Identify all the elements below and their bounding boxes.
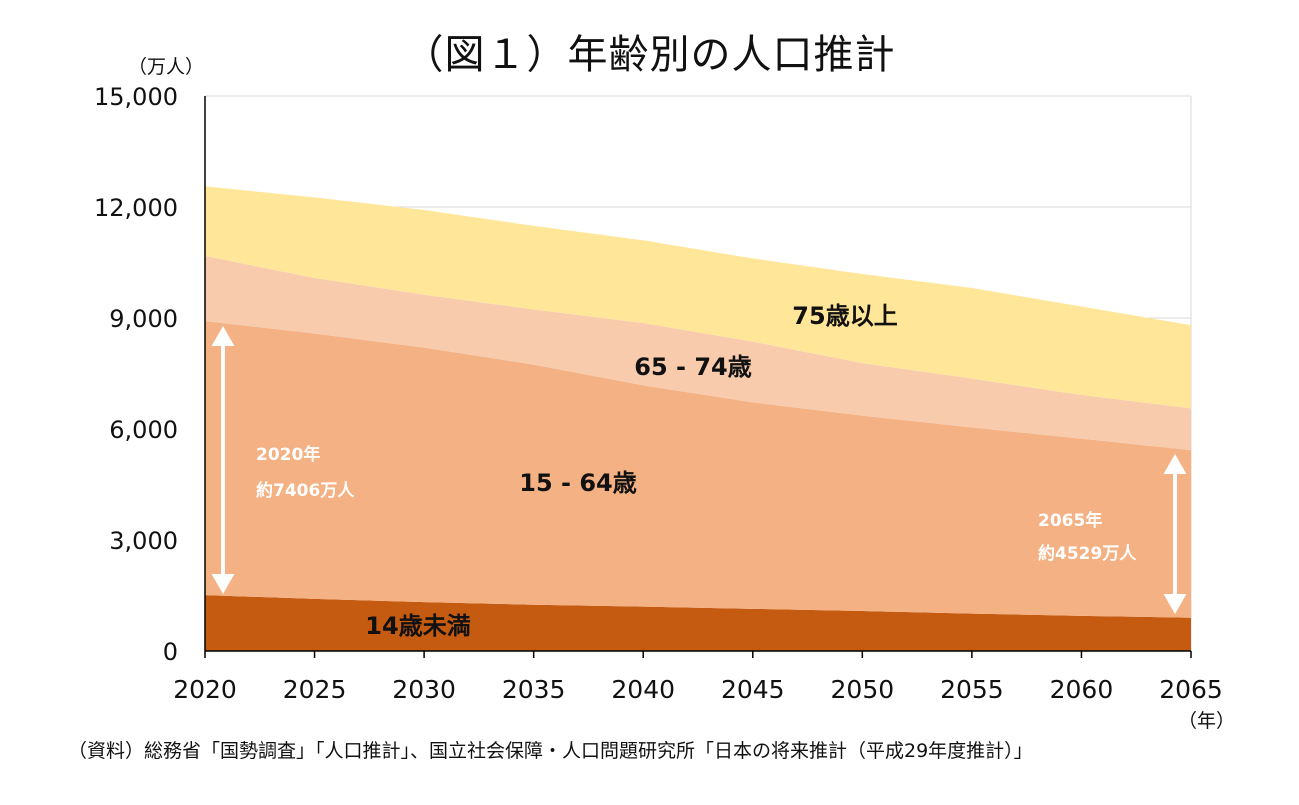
y-tick-label: 0 <box>163 638 178 666</box>
arrow-2020 <box>211 325 235 595</box>
y-tick-labels: 0 3,000 6,000 9,000 12,000 15,000 <box>94 83 178 666</box>
arrow-2065 <box>1163 453 1187 615</box>
y-tick-label: 15,000 <box>94 83 178 111</box>
annotation-2065-year: 2065年 <box>1038 510 1102 531</box>
area-series-0 <box>205 595 1191 651</box>
area-series-1 <box>205 321 1191 618</box>
x-axis-unit: （年） <box>1178 710 1236 732</box>
x-tick-label: 2020 <box>173 675 237 704</box>
source-note: （資料）総務省「国勢調査」「人口推計」、国立社会保障・人口問題研究所「日本の将来… <box>68 740 1033 762</box>
x-tick-label: 2040 <box>611 675 675 704</box>
label-65-74: 65 - 74歳 <box>634 353 751 381</box>
y-tick-label: 6,000 <box>109 416 178 444</box>
annotation-2065-value: 約4529万人 <box>1038 543 1137 564</box>
label-75-plus: 75歳以上 <box>792 302 897 330</box>
y-tick-label: 9,000 <box>109 305 178 333</box>
y-tick-label: 3,000 <box>109 527 178 555</box>
y-tick-label: 12,000 <box>94 194 178 222</box>
axes <box>204 96 1191 652</box>
stacked-areas <box>205 186 1191 651</box>
chart-title: （図１）年齢別の人口推計 <box>403 32 896 78</box>
x-tick-label: 2025 <box>283 675 347 704</box>
area-series-3 <box>205 186 1191 409</box>
label-under-14: 14歳未満 <box>365 612 470 640</box>
label-15-64: 15 - 64歳 <box>519 469 636 497</box>
x-tick-label: 2030 <box>392 675 456 704</box>
x-tick-label: 2050 <box>831 675 895 704</box>
x-tick-label: 2045 <box>721 675 785 704</box>
x-tick-label: 2035 <box>502 675 566 704</box>
x-tick-label: 2065 <box>1159 675 1223 704</box>
y-axis-unit: （万人） <box>128 56 205 78</box>
area-series-2 <box>205 255 1191 451</box>
x-tick-labels: 2020 2025 2030 2035 2040 2045 2050 2055 2060 2065 <box>173 651 1223 704</box>
annotation-2020-year: 2020年 <box>256 444 320 465</box>
x-tick-label: 2060 <box>1050 675 1114 704</box>
x-tick-label: 2055 <box>940 675 1004 704</box>
annotation-2020-value: 約7406万人 <box>256 480 355 501</box>
